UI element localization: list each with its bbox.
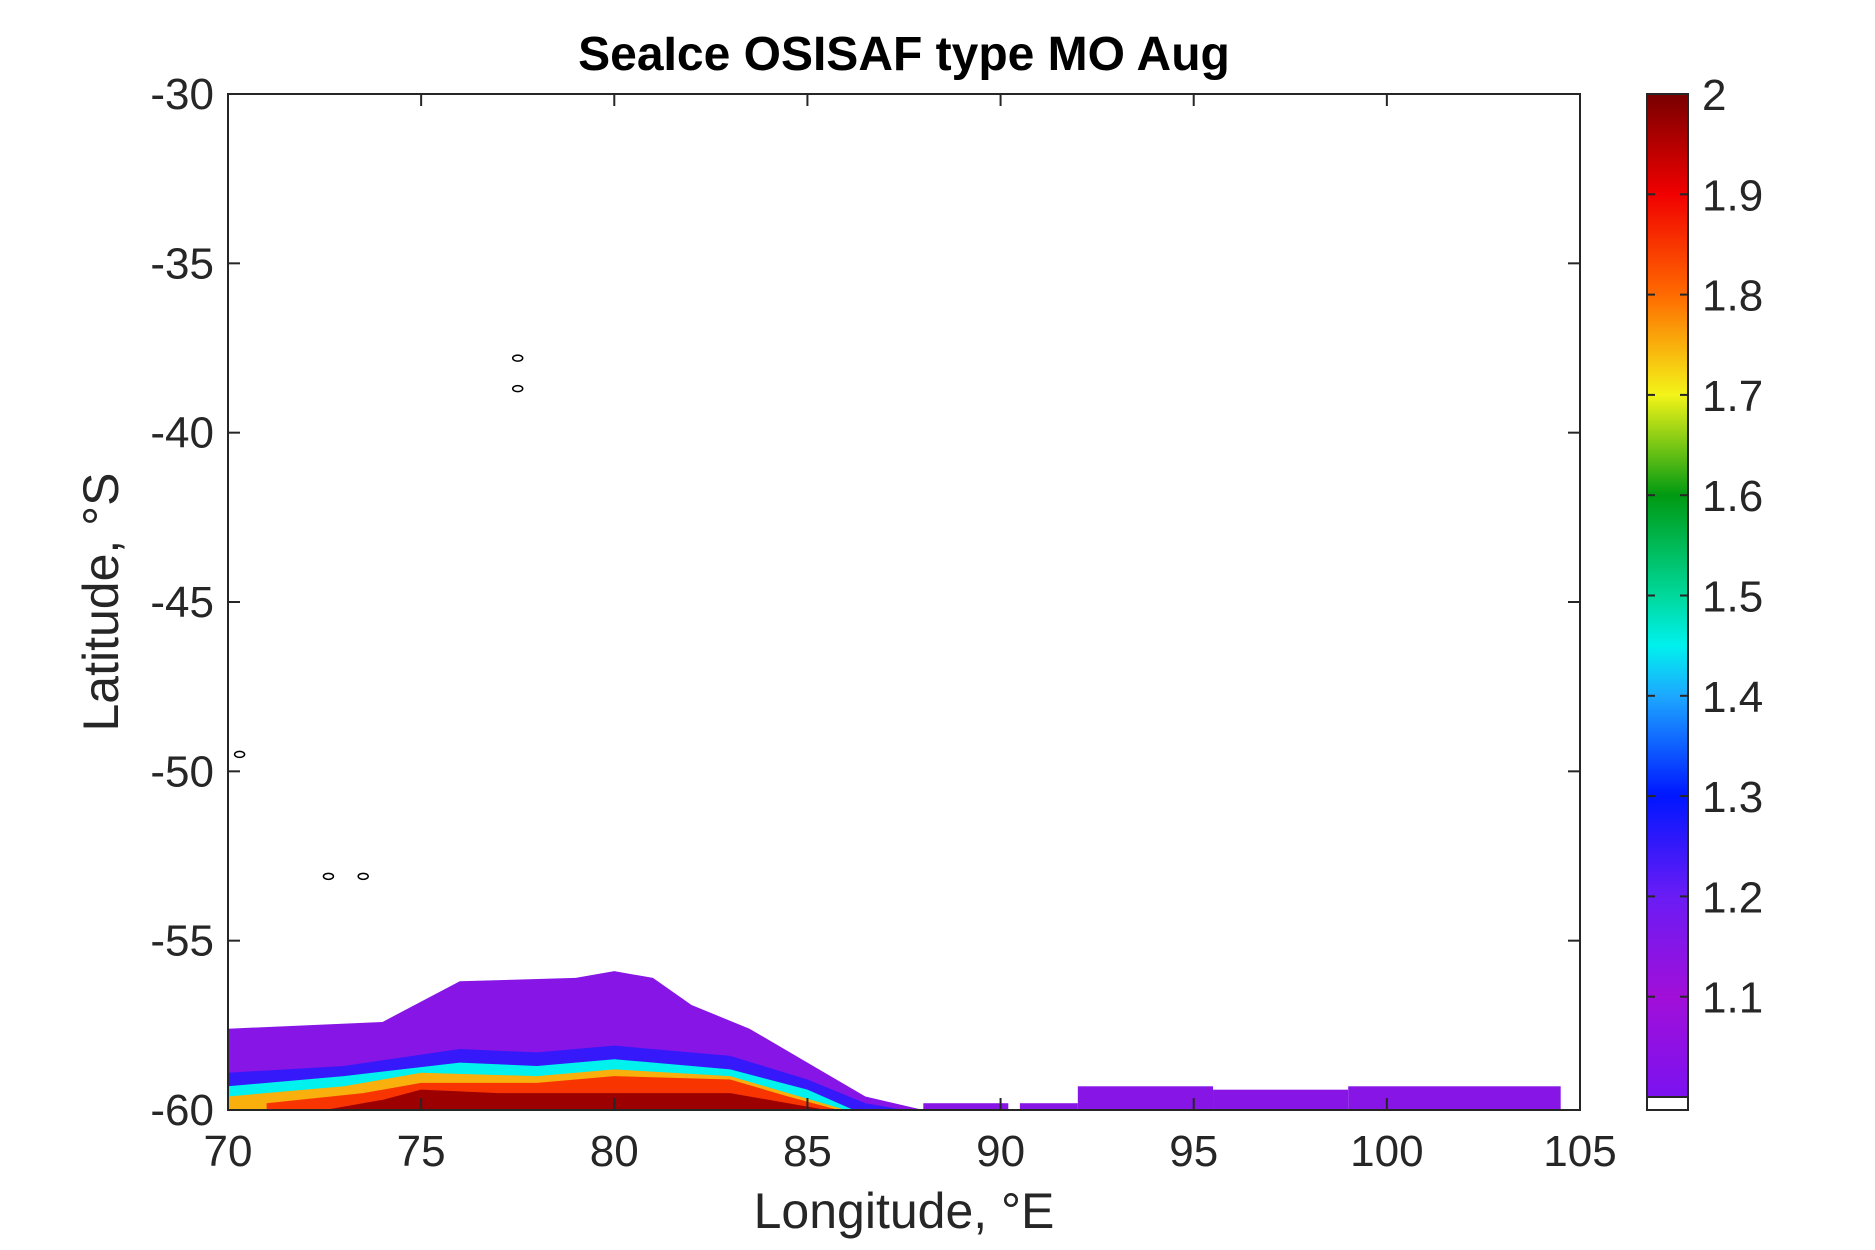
coastline-outlines — [233, 354, 524, 881]
y-tick-label: -35 — [150, 239, 214, 288]
x-axis: 70 75 80 85 90 95 100 105 — [204, 94, 1617, 1176]
colorbar-tick-label: 1.9 — [1702, 171, 1763, 220]
island-outline — [511, 354, 524, 362]
sea-ice-field — [228, 971, 1561, 1110]
y-tick-label: -45 — [150, 578, 214, 627]
sea-ice-patch — [1077, 1086, 1214, 1110]
sea-ice-patch — [1213, 1089, 1349, 1110]
x-tick-label: 70 — [204, 1127, 253, 1176]
y-tick-label: -60 — [150, 1086, 214, 1135]
x-tick-label: 85 — [783, 1127, 832, 1176]
colorbar-ticks: 2 1.9 1.8 1.7 1.6 1.5 1.4 1.3 1.2 1.1 — [1647, 71, 1763, 1023]
colorbar-tick-label: 2 — [1702, 71, 1726, 120]
colorbar-tick-label: 1.7 — [1702, 372, 1763, 421]
x-tick-label: 75 — [397, 1127, 446, 1176]
colorbar-tick-label: 1.5 — [1702, 573, 1763, 622]
sea-ice-patch — [923, 1103, 1009, 1110]
island-outline — [357, 872, 369, 881]
y-tick-label: -55 — [150, 917, 214, 966]
plot-area-frame — [227, 93, 1581, 1111]
y-tick-label: -50 — [150, 747, 214, 796]
sea-ice-patch — [1348, 1086, 1561, 1110]
colorbar-nodata-swatch — [1646, 1096, 1689, 1111]
chart-title: SeaIce OSISAF type MO Aug — [578, 28, 1230, 81]
x-tick-label: 90 — [976, 1127, 1025, 1176]
colorbar-tick-label: 1.8 — [1702, 272, 1763, 321]
x-tick-label: 100 — [1350, 1127, 1423, 1176]
sea-ice-patch — [1019, 1103, 1078, 1110]
colorbar-tick-label: 1.2 — [1702, 873, 1763, 922]
y-tick-label: -30 — [150, 70, 214, 119]
colorbar-tick-label: 1.1 — [1702, 974, 1763, 1023]
x-tick-label: 95 — [1169, 1127, 1218, 1176]
y-axis: -30 -35 -40 -45 -50 -55 -60 — [150, 70, 1580, 1135]
y-axis-label: Latitude, °S — [73, 472, 129, 731]
colorbar-tick-label: 1.6 — [1702, 472, 1763, 521]
island-outline — [322, 872, 335, 881]
x-tick-label: 105 — [1543, 1127, 1616, 1176]
x-axis-label: Longitude, °E — [754, 1183, 1055, 1239]
island-outline — [511, 384, 524, 393]
colorbar-tick-label: 1.4 — [1702, 673, 1763, 722]
sea-ice-band — [324, 1089, 827, 1110]
x-tick-label: 80 — [590, 1127, 639, 1176]
island-outline — [233, 750, 246, 759]
y-tick-label: -40 — [150, 409, 214, 458]
colorbar-tick-label: 1.3 — [1702, 773, 1763, 822]
